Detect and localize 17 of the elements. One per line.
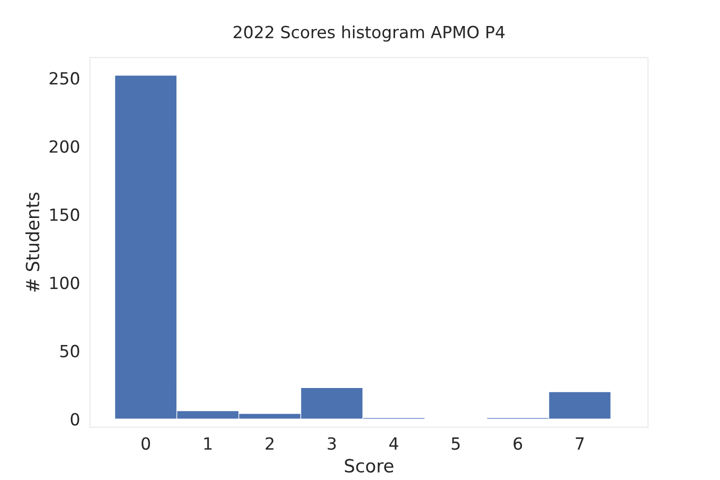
y-tick-label: 200 — [50, 140, 80, 153]
x-tick-label: 6 — [514, 437, 522, 450]
y-tick-label: 50 — [60, 344, 80, 358]
y-tick-label: 0 — [70, 412, 80, 426]
x-axis-title: Score — [344, 458, 394, 473]
x-tick-label: 1 — [204, 437, 212, 450]
y-tick-label: 150 — [50, 208, 80, 222]
chart-title: 2022 Scores histogram APMO P4 — [234, 25, 505, 42]
x-tick-label: 2 — [266, 437, 274, 450]
x-tick-label: 3 — [328, 437, 336, 450]
x-tick-label: 0 — [142, 437, 150, 450]
x-tick-label: 5 — [452, 437, 460, 450]
x-tick-label: 4 — [389, 437, 398, 450]
x-tick-label: 7 — [576, 437, 584, 450]
y-axis-title: # Students — [25, 192, 40, 292]
y-tick-label: 100 — [50, 276, 80, 290]
y-tick-label: 250 — [50, 72, 80, 85]
